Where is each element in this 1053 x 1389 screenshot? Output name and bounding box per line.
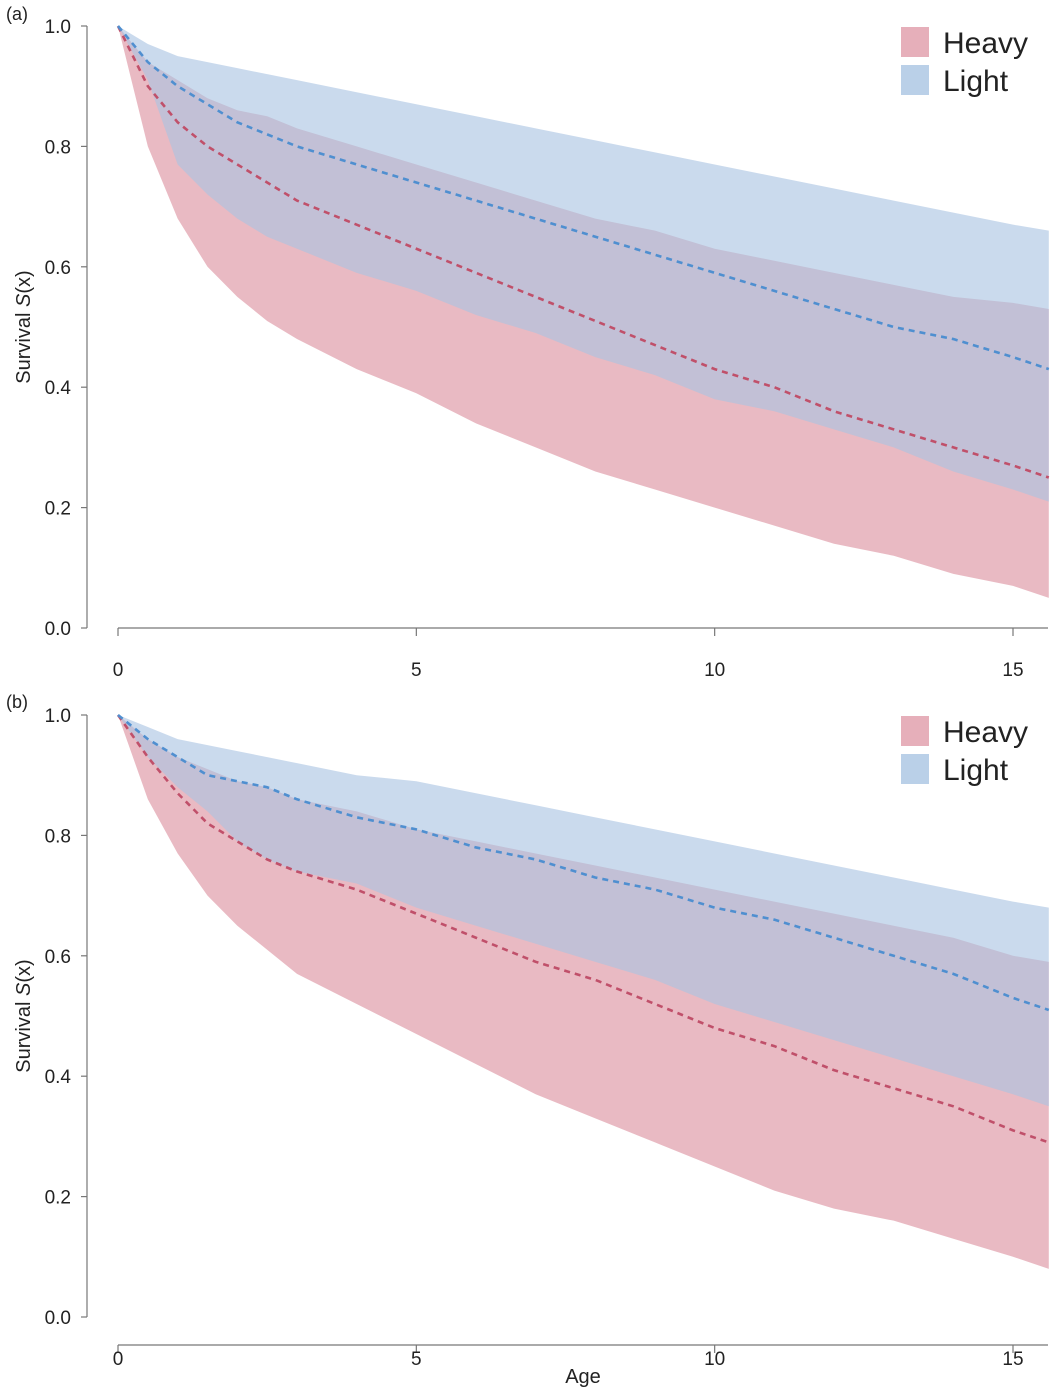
legend-label-heavy: Heavy [943, 27, 1028, 60]
x-tick-label: 15 [1002, 1349, 1023, 1370]
median-line-heavy [116, 25, 1050, 479]
legend: Heavy Light [901, 716, 1028, 787]
y-tick-label: 1.0 [45, 706, 71, 727]
x-tick-label: 5 [411, 1349, 422, 1370]
band-light [118, 26, 1049, 502]
x-tick-label: 10 [704, 1349, 725, 1370]
y-tick-label: 1.0 [45, 17, 71, 38]
y-tick-label: 0.6 [45, 947, 71, 968]
panel-label: (b) [6, 692, 28, 712]
x-tick-label: 0 [113, 660, 124, 681]
y-tick-label: 0.4 [45, 1067, 72, 1088]
chart-panel-1: 0.0 0.2 0.4 0.6 0.8 1.0 0 5 10 15 (b) Survival S(x)… [6, 692, 1050, 1388]
legend-label-heavy: Heavy [943, 716, 1028, 749]
y-tick-label: 0.6 [45, 258, 71, 279]
y-tick-label: 0.2 [45, 499, 71, 520]
median-line-light [117, 713, 1050, 1012]
y-tick-label: 0.0 [45, 619, 71, 640]
y-axis-label: Survival S(x) [13, 959, 35, 1072]
median-line-light [116, 25, 1050, 371]
chart-panel-0: 0.0 0.2 0.4 0.6 0.8 1.0 0 5 10 15 (a) Survival S(x)… [6, 4, 1050, 681]
x-tick-label: 10 [704, 660, 725, 681]
y-axis-label: Survival S(x) [13, 270, 35, 383]
median-line-heavy [116, 714, 1050, 1144]
x-tick-label: 5 [411, 660, 422, 681]
y-tick-label: 0.8 [45, 826, 71, 847]
legend-label-light: Light [943, 754, 1009, 787]
legend-swatch-heavy [901, 27, 929, 57]
y-tick-label: 0.0 [45, 1308, 71, 1329]
y-tick-label: 0.2 [45, 1188, 71, 1209]
legend-swatch-light [901, 754, 929, 784]
x-tick-label: 0 [113, 1349, 124, 1370]
panel-label: (a) [6, 4, 28, 24]
legend-swatch-heavy [901, 716, 929, 746]
x-tick-label: 15 [1002, 660, 1023, 681]
y-tick-label: 0.4 [45, 378, 72, 399]
x-axis-label: Age [565, 1366, 601, 1388]
legend-label-light: Light [943, 65, 1009, 98]
band-light [118, 715, 1049, 1107]
legend-swatch-light [901, 65, 929, 95]
y-tick-label: 0.8 [45, 137, 71, 158]
legend: Heavy Light [901, 27, 1028, 98]
